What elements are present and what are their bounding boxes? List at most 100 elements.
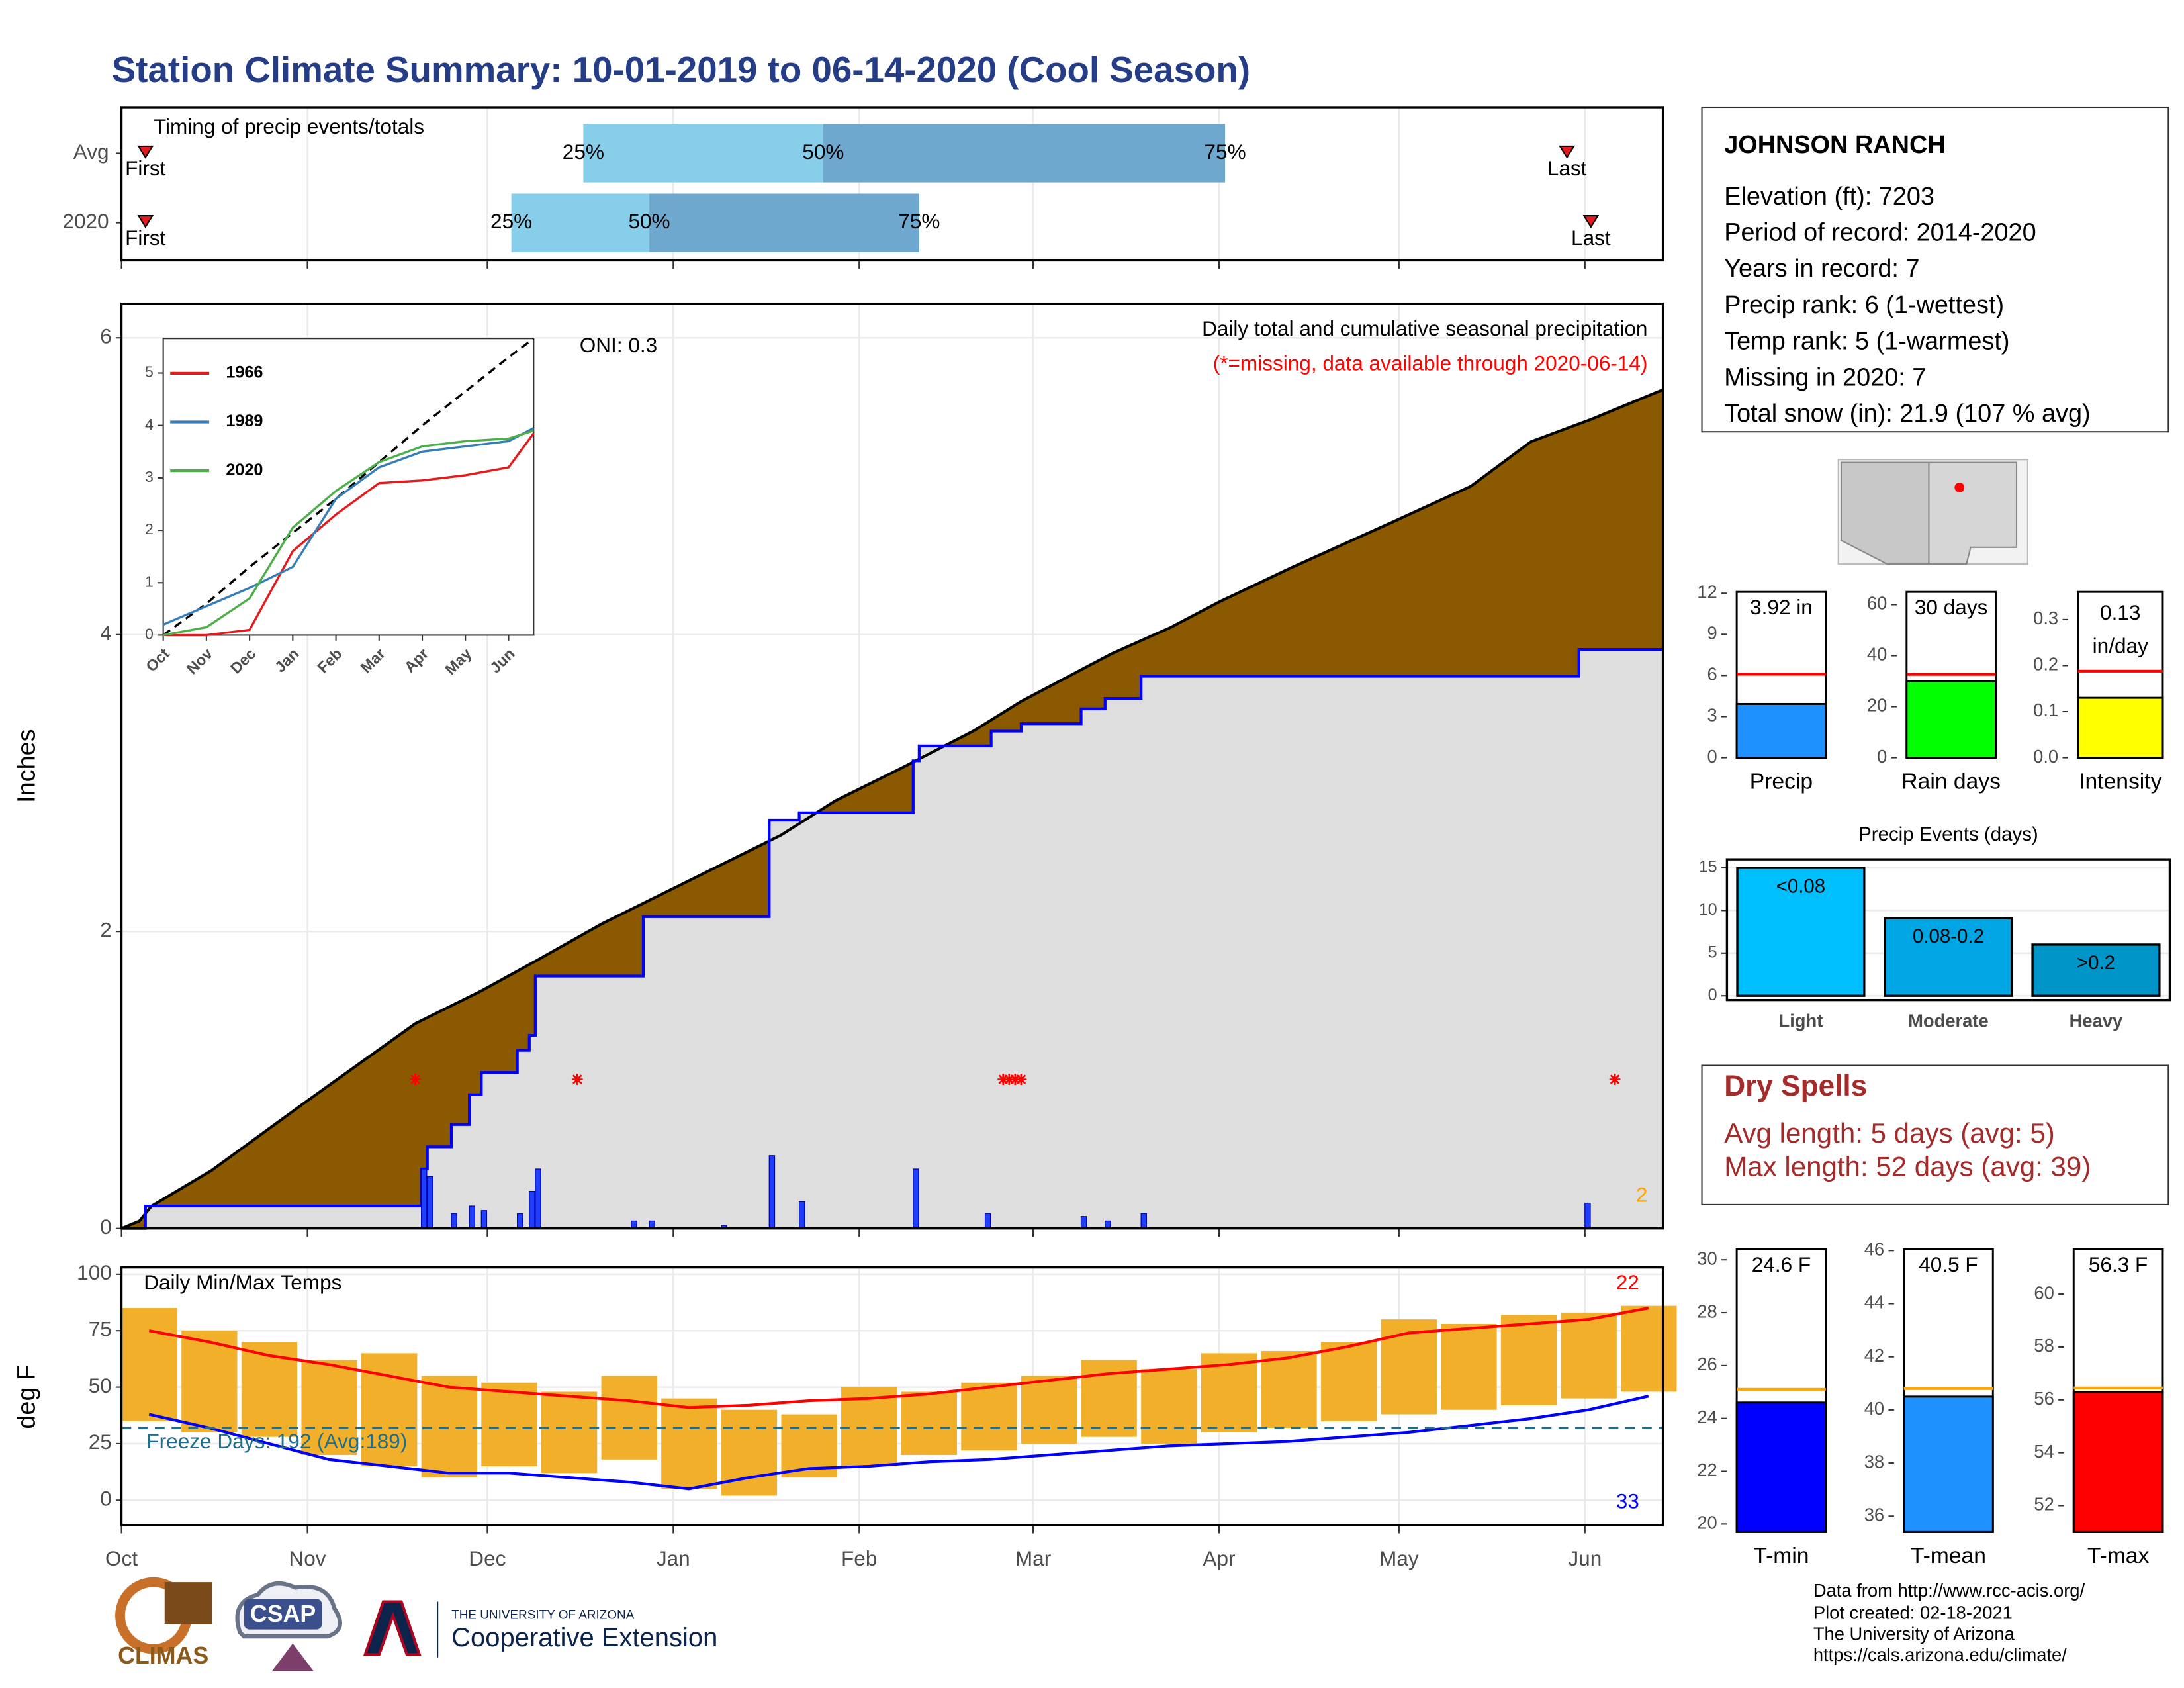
station-line: Period of record: 2014-2020 [1724, 218, 2036, 246]
temp-range-bar [1141, 1369, 1197, 1444]
missing-marker [1015, 1074, 1027, 1085]
corner-label: 2 [1636, 1183, 1648, 1207]
y-tick-label: 5 [145, 363, 154, 381]
normal-low-line [148, 1395, 1649, 1491]
missing-marker [571, 1074, 583, 1085]
y-tick-label: 20 [1697, 1513, 1717, 1533]
y-tick-label: 3 [1707, 705, 1717, 726]
unit-label: in/day [2093, 634, 2148, 658]
bar [1736, 867, 1866, 997]
panel-title: Timing of precip events/totals [154, 115, 424, 138]
y-tick-label: 42 [1864, 1345, 1884, 1366]
station-line: Precip rank: 6 (1-wettest) [1724, 291, 2004, 319]
row-label: Avg [73, 140, 109, 164]
x-axis-label: T-mean [1911, 1544, 1986, 1568]
season-line [121, 648, 1663, 1230]
x-tick-label: Dec [469, 1546, 506, 1570]
y-tick-label: 0.3 [2033, 608, 2058, 628]
csap-logo: CSAP [250, 1601, 316, 1627]
gauge-bar [1735, 702, 1827, 759]
timing-bar [823, 124, 1226, 183]
station-line: Total snow (in): 21.9 (107 % avg) [1724, 400, 2090, 428]
y-tick-label: 0.1 [2033, 700, 2058, 720]
station-line: Elevation (ft): 7203 [1724, 183, 1934, 211]
percentile-label: 50% [628, 209, 670, 233]
x-axis-label: T-max [2087, 1544, 2150, 1568]
timing-bar [583, 124, 823, 183]
y-tick-label: 36 [1864, 1505, 1884, 1525]
x-tick-label: Oct [105, 1546, 138, 1570]
panel-frame [120, 1266, 1664, 1526]
timing-bar [511, 193, 650, 252]
y-tick-label: 20 [1867, 695, 1887, 716]
station-name: JOHNSON RANCH [1724, 131, 1945, 159]
temp-range-bar [1561, 1312, 1617, 1399]
y-tick-label: 3 [145, 468, 154, 485]
series-line [163, 432, 535, 637]
y-tick-label: 60 [1867, 593, 1887, 614]
temp-range-bar [301, 1360, 357, 1455]
x-tick-label: Mar [1015, 1546, 1051, 1570]
season-area [121, 649, 1663, 1229]
daily-bar [469, 1205, 475, 1229]
temp-range-bar [541, 1391, 598, 1474]
percentile-label: 75% [1204, 140, 1246, 164]
temp-range-bar [1621, 1305, 1677, 1392]
y-tick-label: 2 [100, 918, 112, 942]
timing-bar [649, 193, 919, 252]
daily-bar [421, 1168, 428, 1229]
y-tick-label: 0.2 [2033, 654, 2058, 675]
y-tick-label: 44 [1864, 1292, 1884, 1313]
credit-line: The University of Arizona [1813, 1623, 2015, 1644]
y-tick-label: 52 [2034, 1494, 2054, 1515]
x-tick-label: Moderate [1908, 1011, 1989, 1031]
percentile-label: 25% [563, 140, 604, 164]
missing-marker [410, 1074, 422, 1085]
y-tick-label: 0 [100, 1487, 112, 1511]
gauge-bar [1903, 1395, 1994, 1533]
daily-bar [535, 1168, 541, 1229]
y-tick-label: 5 [1708, 943, 1717, 961]
temp-range-bar [601, 1376, 657, 1460]
y-tick-label: 0 [1877, 746, 1887, 767]
dry-spells-line: Max length: 52 days (avg: 39) [1724, 1150, 2091, 1182]
dry-spells-line: Avg length: 5 days (avg: 5) [1724, 1117, 2055, 1149]
panel-title: Daily total and cumulative seasonal prec… [1202, 316, 1647, 340]
x-tick-label: Nov [289, 1546, 326, 1570]
event-marker [1582, 215, 1600, 228]
y-axis-label: deg F [13, 1365, 41, 1429]
y-tick-label: 26 [1697, 1354, 1717, 1374]
temp-range-bar [121, 1308, 177, 1421]
y-tick-label: 25 [89, 1430, 112, 1454]
logos: CLIMAS CSAP THE UNIVERSITY OF ARIZONA Co… [115, 1577, 717, 1671]
y-tick-label: 4 [145, 416, 154, 433]
panel-frame [1725, 858, 2171, 1002]
station-box [1701, 106, 2169, 433]
value-label: 24.6 F [1752, 1252, 1811, 1276]
annotation: ONI: 0.3 [580, 333, 657, 357]
bar-label: 0.08-0.2 [1913, 925, 1984, 947]
daily-bar [798, 1201, 805, 1229]
dry-spells-box [1701, 1064, 2169, 1205]
y-tick-label: 0.0 [2033, 746, 2058, 767]
y-tick-label: 9 [1707, 623, 1717, 643]
y-tick-label: 30 [1697, 1248, 1717, 1268]
temp-range-bar [721, 1409, 778, 1496]
legend-label: 1966 [226, 363, 263, 382]
y-tick-label: 0 [145, 626, 154, 643]
temp-range-bar [1441, 1323, 1497, 1410]
daily-bar [451, 1213, 457, 1229]
map-state [1928, 461, 2018, 565]
temp-range-bar [661, 1398, 717, 1489]
csap-mountain [271, 1643, 314, 1671]
percentile-label: 25% [490, 209, 532, 233]
gauge-bar [2072, 1391, 2164, 1533]
x-tick-label: Jan [657, 1546, 690, 1570]
y-tick-label: 38 [1864, 1451, 1884, 1472]
x-tick-label: May [1379, 1546, 1419, 1570]
temp-range-bar [901, 1391, 957, 1455]
y-tick-label: 24 [1697, 1407, 1717, 1427]
missing-marker [1009, 1074, 1021, 1085]
csap-badge [244, 1599, 322, 1630]
